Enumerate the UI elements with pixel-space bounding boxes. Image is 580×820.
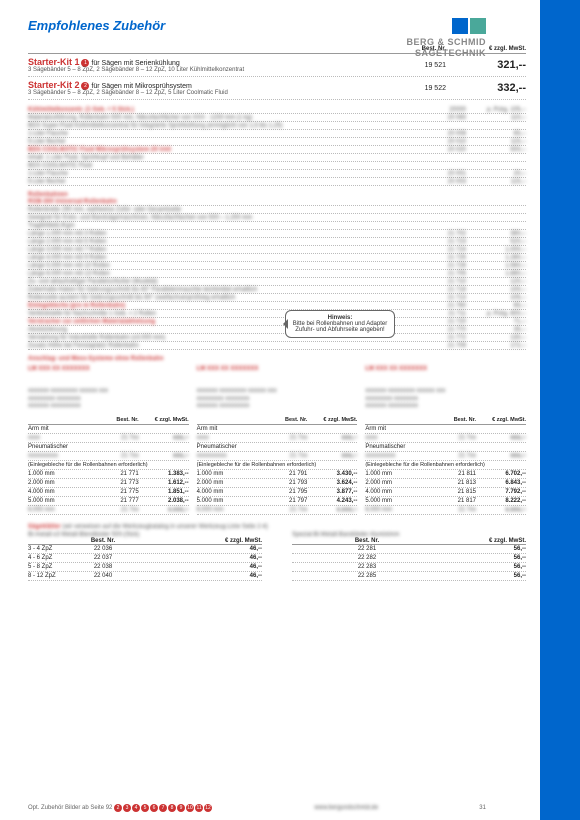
price-row: Verstracher zur zeitlichen Materialabhet… <box>28 318 526 326</box>
starter-kit-row: Starter-Kit 2 2 für Sägen mit Mikrosprüh… <box>28 77 526 100</box>
price-row: 1-Liter Flasche20 00120,-- <box>28 170 526 178</box>
price-row: Länge 2.000 mm mit 5 Rollen21 723520,-- <box>28 238 526 246</box>
price-row: Abstützleisung21 77035,-- <box>28 326 526 334</box>
price-row: Tragfehlleitl./Kgm <box>28 222 526 230</box>
price-row: ROB-300 Universal-Rollenbahn <box>28 198 526 206</box>
price-row: 5-Liter Becher20 003115,-- <box>28 178 526 186</box>
band-column: Best. Nr.€ zzgl. MwSt.22 28156,--22 2825… <box>292 538 526 581</box>
catalog-page: BERG & SCHMID SÄGETECHNIK Empfohlenes Zu… <box>0 0 540 820</box>
price-row: Länge 1.000 mm mit 3 Rollen21 702380,-- <box>28 230 526 238</box>
side-tab: INDUSTRIE-LINE <box>540 0 580 820</box>
section-heading: Sägeblätter <box>28 524 61 530</box>
brand-logo: BERG & SCHMID SÄGETECHNIK <box>406 18 486 58</box>
hint-callout: Hinweis: Bitte bei Rollenbahnen und Adap… <box>285 310 395 338</box>
band-column: Best. Nr.€ zzgl. MwSt.3 - 4 ZpZ22 03646,… <box>28 538 262 581</box>
price-row: 1-Liter Flasche20 00865,-- <box>28 130 526 138</box>
price-row: Länge 5.000 mm mit 10 Rollen21 7261.560,… <box>28 262 526 270</box>
arm-column: LM XXX XX XXXXXXXxxxxxxx xxxxxxxxx xxxxx… <box>197 366 358 515</box>
price-row: Materialzuführung, Rollenbahn 500 mm, Ni… <box>28 114 526 122</box>
price-row: BDS Super-Fluid Kühlmittelkonzentrat für… <box>28 122 526 130</box>
page-footer: Opt. Zubehör Bilder ab Seite 92 23456789… <box>28 804 486 812</box>
arm-column: LM XXX XX XXXXXXXxxxxxxx xxxxxxxxx xxxxx… <box>365 366 526 515</box>
price-row: 5-Liter Becher20 010115,-- <box>28 138 526 146</box>
section-heading: Anschlag- und Mess-Systeme ohne Rollenba… <box>28 356 526 362</box>
price-row: BDS COOLMATIC Fluid Mikrosprühsystem 20 … <box>28 146 526 154</box>
price-row: Rollenbreite 290 mm, wahlweise Zufür- od… <box>28 206 526 214</box>
price-row: Einlegebleche (pro m Rollenbahn)21 76065… <box>28 302 526 310</box>
price-row: Kühlmittelkonzentr. (1 Geb. = 5 Stck.)20… <box>28 106 526 114</box>
price-row: Länge 6.000 mm mit 13 Rollen21 7051.880,… <box>28 270 526 278</box>
price-row: Verstarlung für Industrielle Rollenbahn … <box>28 334 526 342</box>
price-row: Zuberhalte-Haken für Gebrungsschnitt bis… <box>28 286 526 294</box>
price-row: Inhalt: 1 Liter Fluid, Sprühkopf und Beh… <box>28 154 526 162</box>
arm-column: LM XXX XX XXXXXXXxxxxxxx xxxxxxxxx xxxxx… <box>28 366 189 515</box>
price-row: Zusatz-Höhe bei Fenstaplatzr Rollenbahn2… <box>28 342 526 350</box>
page-number: 31 <box>479 805 486 811</box>
price-row: BDS COOLMATIC Fluid <box>28 162 526 170</box>
price-row: Rollenzeile-austern für Gebrungsschnitt … <box>28 294 526 302</box>
price-row: Länge 3.000 mm mit 7 Rollen21 7241.000,-… <box>28 246 526 254</box>
price-row: Verbindstelle für Nachschnitte 1 Geb. = … <box>28 310 526 318</box>
price-row: Zu- und ablaufseitiger Parallelschlußer … <box>28 278 526 286</box>
price-row: Geeignet für Kreis- und Bandsägemaschine… <box>28 214 526 222</box>
price-row: Länge 4.000 mm mit 9 Rollen21 7251.280,-… <box>28 254 526 262</box>
